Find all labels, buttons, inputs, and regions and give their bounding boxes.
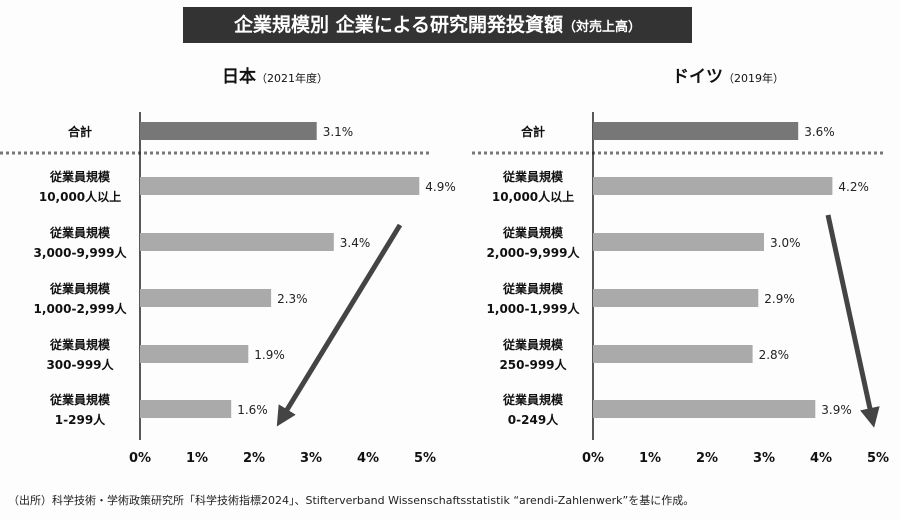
germany-data-label: 3.9% <box>821 403 852 417</box>
japan-bar <box>140 400 232 418</box>
germany-x-tick-label: 5% <box>867 451 889 466</box>
japan-bar <box>140 289 272 307</box>
germany-bar <box>593 233 764 251</box>
germany-category-label: 0-249人 <box>508 412 559 427</box>
japan-data-label: 4.9% <box>425 180 456 194</box>
japan-category-label: 従業員規模 <box>49 337 111 352</box>
japan-category-label: 1-299人 <box>55 412 106 427</box>
japan-category-label: 1,000-2,999人 <box>34 301 128 316</box>
japan-bar <box>140 122 317 140</box>
japan-bar <box>140 233 334 251</box>
japan-panel-title: 日本（2021年度） <box>222 67 328 87</box>
japan-category-label: 300-999人 <box>46 357 114 372</box>
germany-category-label: 1,000-1,999人 <box>487 301 581 316</box>
germany-category-label: 250-999人 <box>499 357 567 372</box>
japan-x-tick-label: 4% <box>357 451 379 466</box>
japan-category-label: 従業員規模 <box>49 392 111 407</box>
japan-category-label: 従業員規模 <box>49 225 111 240</box>
germany-category-label: 従業員規模 <box>502 169 564 184</box>
japan-category-label: 従業員規模 <box>49 169 111 184</box>
germany-data-label: 3.0% <box>770 236 801 250</box>
japan-x-tick-label: 0% <box>129 451 151 466</box>
germany-x-tick-label: 3% <box>753 451 775 466</box>
chart-title: 企業規模別 企業による研究開発投資額（対売上高） <box>183 7 692 43</box>
germany-data-label: 3.6% <box>804 125 835 139</box>
germany-category-label: 10,000人以上 <box>492 189 574 204</box>
germany-category-label: 合計 <box>521 124 545 139</box>
germany-bar <box>593 400 816 418</box>
japan-data-label: 2.3% <box>277 292 308 306</box>
germany-data-label: 2.9% <box>764 292 795 306</box>
germany-data-label: 2.8% <box>759 348 790 362</box>
germany-trend-arrow <box>825 214 880 428</box>
germany-category-label: 従業員規模 <box>502 225 564 240</box>
japan-x-tick-label: 3% <box>300 451 322 466</box>
japan-x-tick-label: 5% <box>414 451 436 466</box>
germany-data-label: 4.2% <box>838 180 869 194</box>
germany-category-label: 従業員規模 <box>502 392 564 407</box>
germany-category-label: 従業員規模 <box>502 281 564 296</box>
japan-x-tick-label: 2% <box>243 451 265 466</box>
germany-x-tick-label: 1% <box>639 451 661 466</box>
japan-category-label: 10,000人以上 <box>39 189 121 204</box>
japan-x-tick-label: 1% <box>186 451 208 466</box>
germany-bar <box>593 289 759 307</box>
japan-bar <box>140 345 249 363</box>
germany-bar <box>593 177 833 195</box>
germany-x-tick-label: 4% <box>810 451 832 466</box>
japan-data-label: 3.4% <box>340 236 371 250</box>
japan-data-label: 1.6% <box>237 403 268 417</box>
japan-category-label: 従業員規模 <box>49 281 111 296</box>
source-footnote: （出所）科学技術・学術政策研究所「科学技術指標2024」、Stifterverb… <box>8 494 695 507</box>
germany-bar <box>593 345 753 363</box>
japan-category-label: 合計 <box>68 124 92 139</box>
germany-x-tick-label: 2% <box>696 451 718 466</box>
japan-data-label: 3.1% <box>323 125 354 139</box>
germany-category-label: 従業員規模 <box>502 337 564 352</box>
japan-data-label: 1.9% <box>254 348 284 362</box>
japan-trend-arrow <box>276 223 403 427</box>
germany-x-tick-label: 0% <box>582 451 604 466</box>
japan-bar <box>140 177 420 195</box>
japan-category-label: 3,000-9,999人 <box>34 245 128 260</box>
germany-bar <box>593 122 799 140</box>
germany-category-label: 2,000-9,999人 <box>487 245 581 260</box>
germany-panel-title: ドイツ（2019年） <box>672 67 784 87</box>
